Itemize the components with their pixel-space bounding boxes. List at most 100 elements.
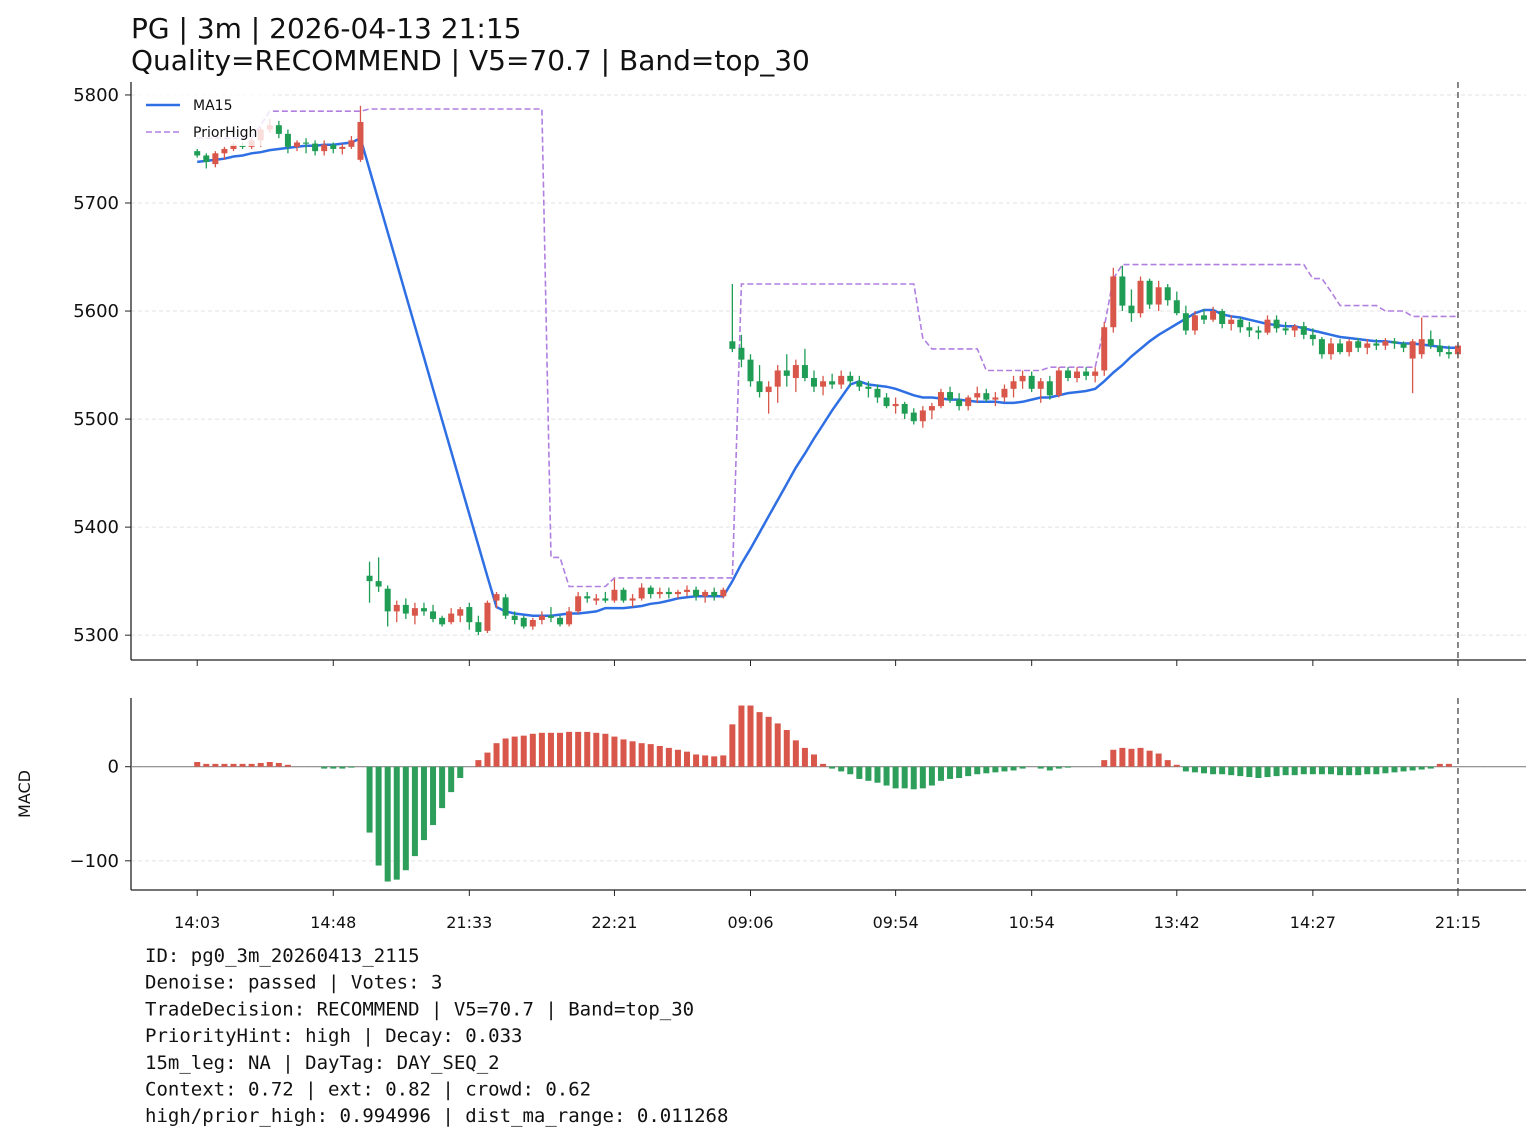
candle-body xyxy=(475,622,482,632)
bar xyxy=(847,766,854,775)
bar xyxy=(865,766,872,781)
candle-body xyxy=(647,587,654,595)
bar xyxy=(656,746,663,767)
candle-body xyxy=(901,403,908,414)
candle-body xyxy=(1146,280,1153,305)
candle-body xyxy=(1246,327,1253,331)
bar xyxy=(810,754,817,767)
candle-body xyxy=(856,381,863,387)
candle-body xyxy=(1019,375,1026,382)
footer-line: ID: pg0_3m_20260413_2115 xyxy=(145,945,420,967)
bar xyxy=(384,766,391,882)
candle-body xyxy=(1318,339,1325,355)
bar xyxy=(702,755,709,767)
bar xyxy=(974,766,981,775)
candle-body xyxy=(230,144,237,149)
bar xyxy=(965,766,972,777)
bar xyxy=(783,730,790,767)
candle-body xyxy=(684,589,691,592)
legend-label: PriorHigh xyxy=(193,125,257,141)
candle-body xyxy=(801,365,808,379)
bar xyxy=(620,739,627,767)
candle-body xyxy=(974,393,981,398)
bar xyxy=(593,732,600,767)
bar xyxy=(1010,766,1017,771)
y-tick-label: −100 xyxy=(70,851,119,872)
bar xyxy=(829,766,836,769)
bar xyxy=(502,738,509,767)
candle-body xyxy=(1273,319,1280,329)
bar xyxy=(1228,766,1235,776)
candle-body xyxy=(956,399,963,407)
candle-body xyxy=(529,620,536,627)
bar xyxy=(1409,766,1416,771)
bar xyxy=(275,762,282,767)
bar xyxy=(484,752,491,767)
bar xyxy=(674,749,681,767)
bar xyxy=(439,766,446,809)
bar xyxy=(765,716,772,767)
bar xyxy=(629,741,636,767)
bar xyxy=(221,763,228,767)
bar xyxy=(892,766,899,789)
candle-body xyxy=(1264,319,1271,333)
candle-body xyxy=(1064,370,1071,379)
bar xyxy=(575,731,582,767)
bar xyxy=(1300,766,1307,775)
candle-body xyxy=(1074,371,1081,379)
bar xyxy=(792,740,799,767)
bar xyxy=(1427,766,1434,769)
bar xyxy=(756,712,763,767)
bar xyxy=(1391,766,1398,773)
x-tick-label: 21:33 xyxy=(446,913,492,932)
y-tick-label: 0 xyxy=(108,757,119,778)
candle-body xyxy=(674,591,681,595)
candle-body xyxy=(402,604,409,614)
bar xyxy=(330,766,337,769)
bar xyxy=(1001,766,1008,772)
bar xyxy=(638,743,645,767)
bar xyxy=(257,762,264,767)
bar xyxy=(1201,766,1208,774)
candle-body xyxy=(928,406,935,411)
bar xyxy=(529,733,536,767)
x-tick-label: 13:42 xyxy=(1154,913,1200,932)
bar xyxy=(448,766,455,793)
bar xyxy=(838,766,845,772)
bar xyxy=(1318,766,1325,775)
bar xyxy=(1164,760,1171,767)
candle-body xyxy=(729,341,736,349)
legend-label: MA15 xyxy=(193,98,232,114)
candle-body xyxy=(1418,339,1425,355)
bar xyxy=(366,766,373,833)
bar xyxy=(983,766,990,774)
y-tick-label: 5300 xyxy=(73,625,119,646)
candle-body xyxy=(420,608,427,612)
candle-body xyxy=(566,611,573,625)
candle-body xyxy=(629,598,636,601)
candle-body xyxy=(892,403,899,407)
candle-body xyxy=(520,617,527,627)
y-tick-label: 5500 xyxy=(73,409,119,430)
bar xyxy=(566,731,573,767)
candle-body xyxy=(1382,341,1389,346)
bar xyxy=(1436,763,1443,767)
bar xyxy=(339,766,346,769)
bar xyxy=(1355,766,1362,776)
bar xyxy=(1182,766,1189,772)
candle-body xyxy=(1355,341,1362,348)
candle-body xyxy=(221,148,228,154)
bar xyxy=(602,733,609,767)
bar xyxy=(375,766,382,866)
bar xyxy=(992,766,999,773)
candle-body xyxy=(439,617,446,625)
candle-body xyxy=(330,144,337,149)
bar xyxy=(475,760,482,767)
candle-body xyxy=(1300,326,1307,335)
candle-body xyxy=(203,155,210,162)
candle-body xyxy=(538,615,545,621)
candle-body xyxy=(1255,330,1262,333)
candle-body xyxy=(593,598,600,601)
footer-line: Context: 0.72 | ext: 0.82 | crowd: 0.62 xyxy=(145,1079,591,1101)
